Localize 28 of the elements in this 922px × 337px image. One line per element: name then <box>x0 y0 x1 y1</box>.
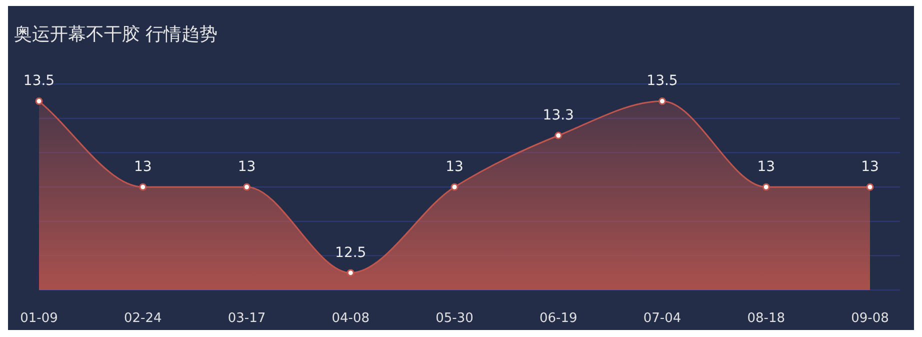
data-label: 13.5 <box>23 73 55 90</box>
data-label: 13 <box>757 159 776 175</box>
x-tick-label: 02-24 <box>124 311 162 326</box>
x-tick-label: 09-08 <box>851 311 889 326</box>
data-label: 13 <box>861 159 879 175</box>
x-tick-label: 05-30 <box>436 311 474 326</box>
point <box>866 183 874 191</box>
data-label: 12.5 <box>335 244 366 261</box>
data-label: 13.5 <box>646 73 678 90</box>
point <box>554 132 562 140</box>
x-tick-label: 06-19 <box>539 311 578 326</box>
point <box>658 97 666 105</box>
x-tick-label: 08-18 <box>747 311 786 326</box>
point <box>762 183 770 191</box>
x-tick-label: 04-08 <box>332 311 370 326</box>
x-tick-label: 03-17 <box>228 311 266 326</box>
data-label: 13 <box>446 159 464 175</box>
title: 奥运开幕不干胶 行情趋势 <box>14 24 218 45</box>
point <box>346 269 354 277</box>
x-tick-label: 07-04 <box>643 311 682 326</box>
x-tick-label: 01-09 <box>20 311 58 326</box>
point <box>139 183 147 191</box>
point <box>450 183 458 191</box>
point <box>35 97 43 105</box>
data-label: 13 <box>134 159 152 175</box>
data-label: 13 <box>238 159 256 175</box>
data-label: 13.3 <box>542 108 574 124</box>
point <box>243 183 250 191</box>
